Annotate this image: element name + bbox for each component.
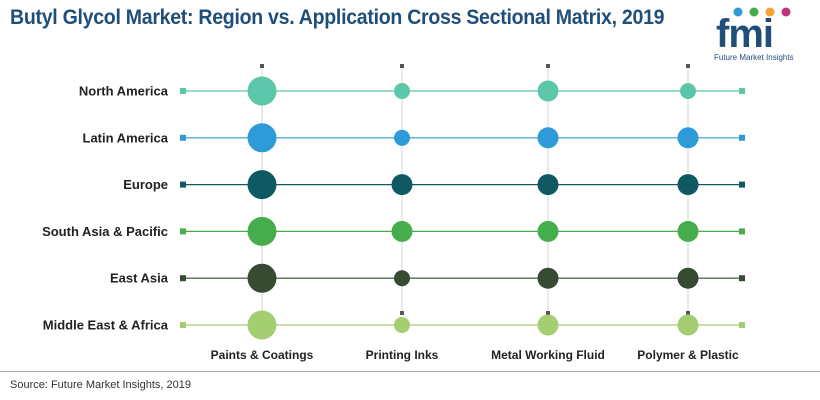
bubble-east-asia-metal-working-fluid — [537, 267, 559, 289]
row-label-latin-america: Latin America — [83, 130, 169, 145]
footer-divider — [0, 371, 820, 372]
source-note: Source: Future Market Insights, 2019 — [10, 379, 191, 391]
row-label-europe: Europe — [123, 177, 168, 192]
row-start-marker-north-america — [180, 88, 186, 94]
column-label-printing-inks: Printing Inks — [366, 348, 439, 362]
column-guide-top-marker — [260, 64, 264, 68]
row-start-marker-europe — [180, 181, 186, 188]
row-end-marker-north-america — [739, 88, 745, 94]
row-label-north-america: North America — [79, 84, 169, 99]
bubble-north-america-paints-and-coatings — [247, 76, 277, 106]
bubble-latin-america-metal-working-fluid — [537, 127, 559, 149]
row-end-marker-latin-america — [739, 134, 745, 141]
row-end-marker-middle-east-and-africa — [739, 322, 745, 328]
row-label-south-asia-and-pacific: South Asia & Pacific — [42, 224, 168, 239]
bubble-europe-printing-inks — [391, 174, 413, 196]
logo-letters: fmi — [716, 12, 774, 56]
bubble-europe-polymer-and-plastic — [677, 174, 699, 196]
row-start-marker-middle-east-and-africa — [180, 322, 186, 328]
chart-title: Butyl Glycol Market: Region vs. Applicat… — [10, 6, 665, 29]
column-guide-top-marker — [686, 64, 690, 68]
row-label-east-asia: East Asia — [110, 271, 169, 286]
logo-dots-icon — [733, 7, 791, 17]
column-guide-bottom-marker — [400, 311, 404, 315]
bubble-latin-america-paints-and-coatings — [247, 123, 277, 153]
bubble-latin-america-polymer-and-plastic — [677, 127, 699, 149]
bubble-north-america-metal-working-fluid — [537, 80, 559, 102]
column-label-metal-working-fluid: Metal Working Fluid — [491, 348, 605, 362]
bubble-europe-paints-and-coatings — [247, 170, 277, 200]
row-end-marker-south-asia-and-pacific — [739, 228, 745, 235]
column-guide-top-marker — [400, 64, 404, 68]
bubble-south-asia-and-pacific-printing-inks — [391, 220, 413, 242]
bubble-matrix-chart: North America Latin America Europe South As… — [42, 64, 745, 362]
bubble-middle-east-and-africa-printing-inks — [394, 317, 410, 333]
row-start-marker-latin-america — [180, 134, 186, 141]
row-start-marker-east-asia — [180, 275, 186, 282]
row-end-marker-europe — [739, 181, 745, 188]
bubble-south-asia-and-pacific-metal-working-fluid — [537, 220, 559, 242]
logo-tagline: Future Market Insights — [714, 53, 794, 62]
bubble-east-asia-paints-and-coatings — [247, 263, 277, 293]
bubble-middle-east-and-africa-polymer-and-plastic — [677, 314, 699, 336]
bubble-middle-east-and-africa-metal-working-fluid — [537, 314, 559, 336]
row-end-marker-east-asia — [739, 275, 745, 282]
row-label-middle-east-and-africa: Middle East & Africa — [43, 318, 169, 333]
column-label-paints-and-coatings: Paints & Coatings — [211, 348, 314, 362]
bubble-south-asia-and-pacific-paints-and-coatings — [247, 216, 277, 246]
column-guide-top-marker — [546, 64, 550, 68]
column-guide-bottom-marker — [686, 311, 690, 315]
bubble-europe-metal-working-fluid — [537, 174, 559, 196]
row-start-marker-south-asia-and-pacific — [180, 228, 186, 235]
bubble-south-asia-and-pacific-polymer-and-plastic — [677, 220, 699, 242]
bubble-north-america-polymer-and-plastic — [680, 83, 696, 99]
bubble-latin-america-printing-inks — [394, 129, 410, 146]
bubble-north-america-printing-inks — [394, 83, 410, 99]
bubble-east-asia-polymer-and-plastic — [677, 267, 699, 289]
bubble-east-asia-printing-inks — [394, 270, 410, 287]
fmi-logo: fmi Future Market Insights — [712, 6, 812, 64]
column-guide-bottom-marker — [546, 311, 550, 315]
column-label-polymer-and-plastic: Polymer & Plastic — [637, 348, 739, 362]
bubble-middle-east-and-africa-paints-and-coatings — [247, 310, 277, 340]
